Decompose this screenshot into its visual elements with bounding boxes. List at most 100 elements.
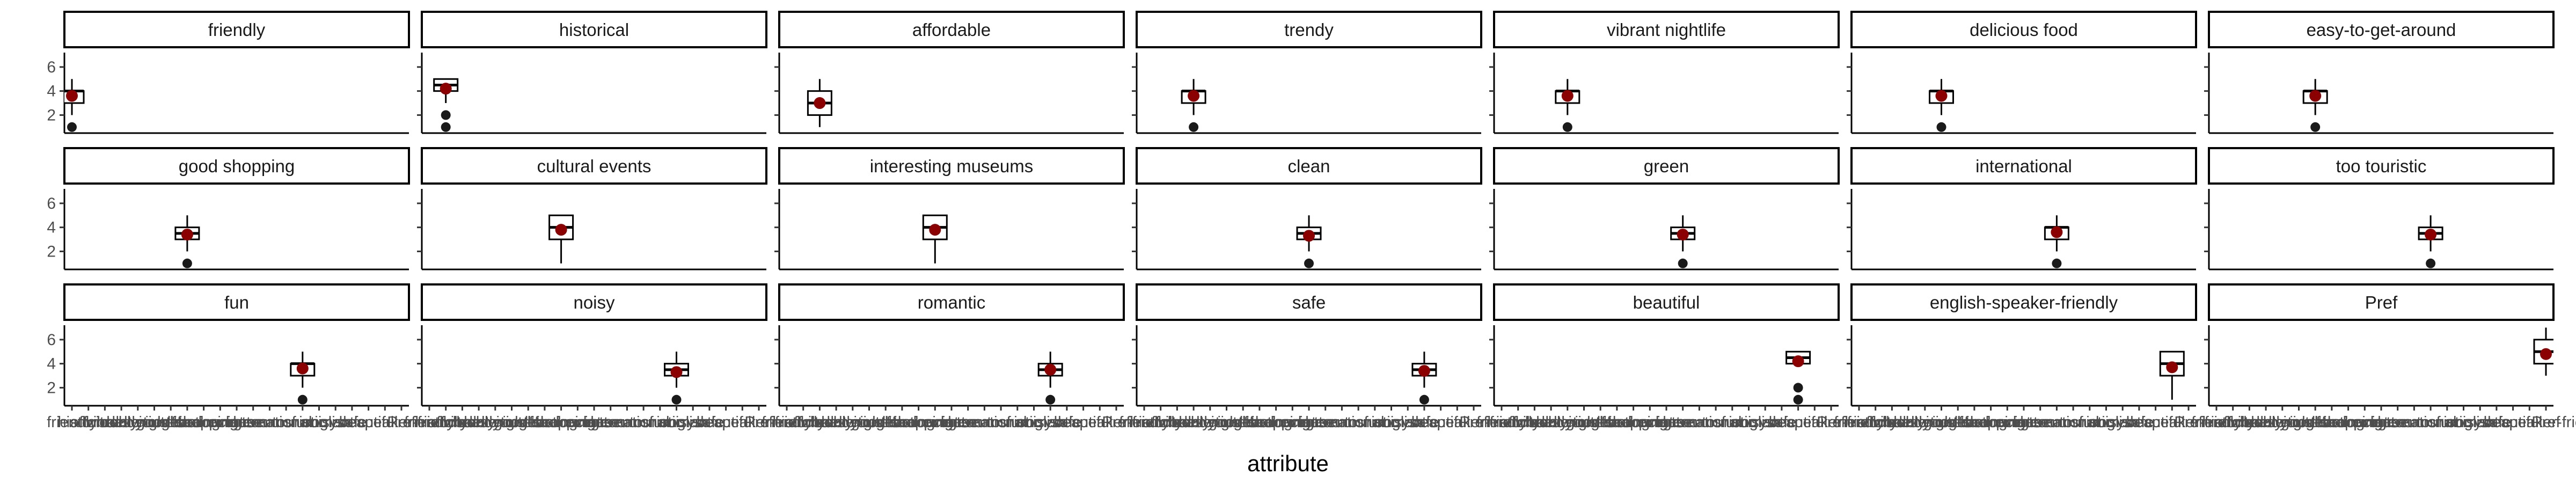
mean-point [1677, 229, 1689, 241]
x-tick-label: cultural events [511, 414, 611, 431]
panel-marks [1555, 79, 1580, 132]
outlier-point [67, 122, 77, 132]
outlier-point [1045, 394, 1056, 405]
panel-marks [1037, 352, 1063, 405]
x-tick-label: good shopping [1209, 414, 1311, 431]
x-tick-label: romantic [1736, 414, 1795, 431]
x-tick-label: cultural events [153, 414, 254, 431]
x-tick-label: romantic [1021, 414, 1080, 431]
panel-marks [433, 78, 459, 132]
facet-label: noisy [573, 292, 615, 312]
mean-point [1935, 90, 1948, 102]
x-tick-label: international [1657, 414, 1741, 431]
facet-strip [63, 283, 410, 321]
x-tick-label: good shopping [2281, 414, 2383, 431]
x-tick-label: Pref [744, 414, 773, 431]
mean-point [929, 224, 941, 236]
x-tick-label: noisy [2088, 414, 2125, 431]
outlier-point [1793, 394, 1803, 405]
x-tick-label: noisy [1731, 414, 1767, 431]
x-tick-label: delicious food [464, 414, 559, 431]
x-tick-label: Pref [1817, 414, 1846, 431]
facet-label: interesting museums [870, 156, 1033, 176]
x-tick-label: friendly [1119, 414, 1169, 431]
panel-marks [1929, 79, 1954, 132]
facet-label: easy-to-get-around [2307, 20, 2456, 40]
facet-strip [1493, 147, 1840, 185]
x-tick-label: trendy [100, 414, 143, 431]
panel-marks [1181, 79, 1206, 132]
facet-strip [1136, 147, 1482, 185]
x-tick-label: vibrant nightlife [85, 414, 190, 431]
panel-marks [548, 214, 574, 264]
outlier-point [182, 258, 192, 268]
facet-strip [421, 283, 767, 321]
x-tick-label: beautiful [2126, 414, 2185, 431]
facet-strip [1136, 11, 1482, 48]
x-tick-label: cultural events [868, 414, 969, 431]
outlier-point [2052, 258, 2062, 268]
x-tick-label: friendly [1834, 414, 1884, 431]
mean-point [1792, 355, 1804, 368]
x-tick-label: affordable [785, 414, 854, 431]
facet-strip [778, 147, 1125, 185]
y-tick-label: 2 [47, 379, 56, 397]
x-tick-label: too touristic [604, 414, 683, 431]
x-tick-label: clean [575, 414, 612, 431]
x-tick-label: good shopping [1566, 414, 1668, 431]
facet-label: historical [559, 20, 629, 40]
facet-label: too touristic [2336, 156, 2427, 176]
outlier-point [441, 110, 451, 120]
x-tick-label: green [2021, 414, 2060, 431]
facet-strip [2208, 11, 2555, 48]
mean-point [2309, 90, 2322, 102]
x-tick-label: historical [1487, 414, 1548, 431]
panel-marks [64, 79, 85, 132]
x-tick-label: vibrant nightlife [1158, 414, 1262, 431]
x-tick-label: fun [292, 414, 313, 431]
facet-label: safe [1292, 292, 1326, 312]
panel-marks [807, 79, 832, 127]
x-tick-label: too touristic [2391, 414, 2470, 431]
x-tick-label: affordable [1143, 414, 1211, 431]
outlier-point [671, 394, 682, 405]
x-tick-label: safe [2124, 414, 2154, 431]
x-tick-label: green [233, 414, 273, 431]
x-tick-label: Pref [1102, 414, 1131, 431]
facet-label: delicious food [1970, 20, 2078, 40]
facet-label: cultural events [537, 156, 652, 176]
panel-marks [2533, 327, 2553, 376]
mean-point [2166, 361, 2178, 374]
facet-strip [2208, 283, 2555, 321]
x-tick-label: beautiful [1054, 414, 1113, 431]
x-tick-label: english-speaker-friendly [2447, 414, 2576, 431]
x-tick-label: beautiful [339, 414, 398, 431]
x-tick-label: safe [337, 414, 367, 431]
x-tick-label: friendly [1476, 414, 1527, 431]
x-tick-label: clean [218, 414, 255, 431]
panel-marks [2044, 215, 2069, 268]
facet-strip [1850, 11, 2197, 48]
outlier-point [1189, 122, 1199, 132]
x-tick-label: international [942, 414, 1027, 431]
facet-strip [1850, 283, 2197, 321]
x-tick-label: english-speaker-friendly [1017, 414, 1182, 431]
mean-point [181, 229, 193, 241]
panel-marks [174, 215, 200, 268]
mean-point [555, 224, 567, 236]
x-tick-label: vibrant nightlife [1872, 414, 1977, 431]
facet-strip [778, 283, 1125, 321]
y-tick-label: 6 [47, 58, 56, 76]
x-tick-label: english-speaker-friendly [2089, 414, 2255, 431]
x-tick-label: cultural events [1226, 414, 1326, 431]
x-tick-label: interesting museums [1221, 414, 1365, 431]
x-tick-label: romantic [663, 414, 723, 431]
x-tick-label: too touristic [1676, 414, 1755, 431]
facet-strip [2208, 147, 2555, 185]
x-tick-label: international [1299, 414, 1384, 431]
x-tick-label: international [2014, 414, 2099, 431]
facet-strip [63, 11, 410, 48]
panel-marks [290, 352, 316, 405]
outlier-point [1419, 394, 1429, 405]
x-tick-label: fun [1007, 414, 1028, 431]
